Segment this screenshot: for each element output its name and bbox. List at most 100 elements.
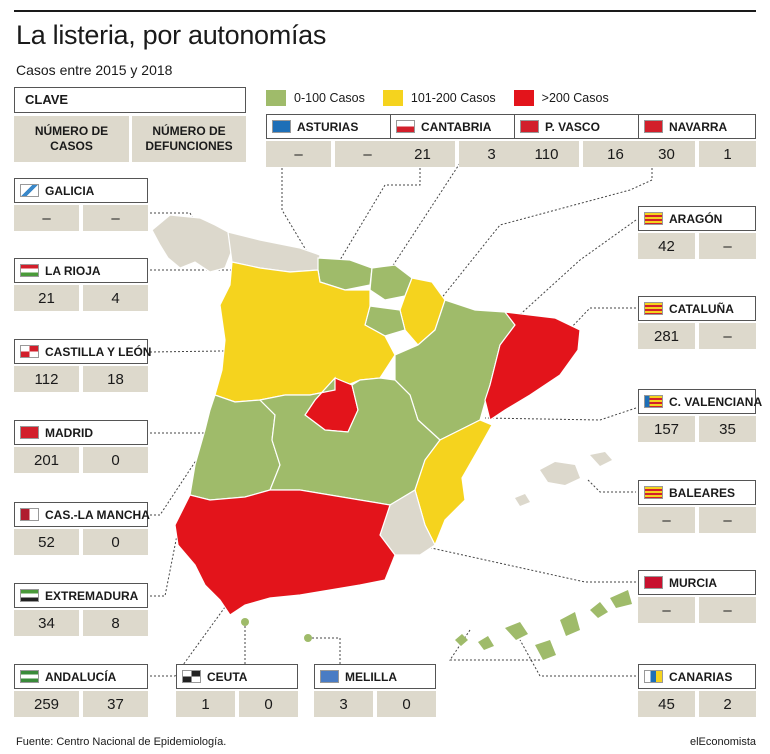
region-header: MELILLA [314, 664, 436, 689]
region-galicia [151, 214, 233, 273]
navarra-flag-icon [644, 120, 663, 133]
legend-label-low: 0-100 Casos [294, 91, 365, 105]
region-deaths: 3 [459, 141, 524, 167]
region-ceuta [241, 618, 249, 626]
region-cases: – [638, 597, 695, 623]
region-deaths: – [699, 323, 756, 349]
region-name: CASTILLA Y LEÓN [45, 344, 152, 359]
region-cases: 52 [14, 529, 79, 555]
region-cases: 110 [514, 141, 579, 167]
region-name: EXTREMADURA [45, 588, 139, 603]
region-values: 42– [638, 233, 756, 259]
region-cases: 1 [176, 691, 235, 717]
region-cases: 34 [14, 610, 79, 636]
region-deaths: 2 [699, 691, 756, 717]
region-deaths: 4 [83, 285, 148, 311]
region-header: MADRID [14, 420, 148, 445]
region-header: GALICIA [14, 178, 148, 203]
region-values: 21 4 [14, 285, 148, 311]
canarias-flag-icon [644, 670, 663, 683]
region-deaths: – [699, 597, 756, 623]
region-name: BALEARES [669, 485, 736, 500]
region-header: MURCIA [638, 570, 756, 595]
region-box-castilla-y-leon: CASTILLA Y LEÓN 112 18 [14, 339, 152, 392]
region-header: CATALUÑA [638, 296, 756, 321]
legend-item-mid: 101-200 Casos [382, 90, 496, 106]
region-box-canarias: CANARIAS 45 2 [638, 664, 756, 717]
region-name: C. VALENCIANA [669, 394, 763, 409]
andalucia-flag-icon [20, 670, 39, 683]
region-deaths: 16 [583, 141, 648, 167]
region-cases: 281 [638, 323, 695, 349]
la-rioja-flag-icon [20, 264, 39, 277]
region-cases: – [14, 205, 79, 231]
region-deaths: 8 [83, 610, 148, 636]
region-deaths: – [699, 507, 756, 533]
asturias-flag-icon [272, 120, 291, 133]
region-values: 112 18 [14, 366, 148, 392]
castilla-la-mancha-flag-icon [20, 508, 39, 521]
region-values: 201 0 [14, 447, 148, 473]
region-name: MELILLA [345, 669, 397, 684]
region-box-cataluna: CATALUÑA 281– [638, 296, 756, 349]
region-name: GALICIA [45, 183, 95, 198]
region-name: ARAGÓN [669, 211, 723, 226]
region-box-castilla-la-mancha: CAS.-LA MANCHA 52 0 [14, 502, 150, 555]
region-box-pais-vasco: P. VASCO 110 16 [514, 114, 648, 167]
region-melilla [304, 634, 312, 642]
map-title: La listeria, por autonomías [16, 20, 327, 50]
source-note: Fuente: Centro Nacional de Epidemiología… [16, 736, 227, 748]
region-baleares [515, 452, 612, 506]
key-cases-header: NÚMERO DE CASOS [14, 116, 129, 162]
baleares-flag-icon [644, 486, 663, 499]
region-values: 34 8 [14, 610, 148, 636]
key-deaths-header: NÚMERO DE DEFUNCIONES [132, 116, 246, 162]
region-andalucia [174, 489, 396, 616]
region-name: CEUTA [207, 669, 248, 684]
region-cases: 259 [14, 691, 79, 717]
cantabria-flag-icon [396, 120, 415, 133]
region-cases: 21 [14, 285, 79, 311]
melilla-flag-icon [320, 670, 339, 683]
region-header: CANARIAS [638, 664, 756, 689]
region-values: 52 0 [14, 529, 148, 555]
region-cases: – [638, 507, 695, 533]
region-extremadura [189, 394, 281, 501]
region-header: ANDALUCÍA [14, 664, 148, 689]
region-name: CAS.-LA MANCHA [45, 507, 150, 522]
region-name: NAVARRA [669, 119, 728, 134]
region-values: – – [14, 205, 148, 231]
region-name: ANDALUCÍA [45, 669, 117, 684]
region-deaths: 0 [83, 447, 148, 473]
region-values: 45 2 [638, 691, 756, 717]
region-values: 157 35 [638, 416, 756, 442]
region-header: CANTABRIA [390, 114, 524, 139]
region-deaths: – [699, 233, 756, 259]
region-values: – – [266, 141, 400, 167]
map-subtitle: Casos entre 2015 y 2018 [16, 62, 173, 78]
region-values: 21 3 [390, 141, 524, 167]
murcia-flag-icon [644, 576, 663, 589]
region-cases: 42 [638, 233, 695, 259]
region-box-galicia: GALICIA – – [14, 178, 148, 231]
aragon-flag-icon [644, 212, 663, 225]
region-box-extremadura: EXTREMADURA 34 8 [14, 583, 148, 636]
region-box-navarra: NAVARRA 30 1 [638, 114, 756, 167]
legend-item-low: 0-100 Casos [266, 90, 365, 106]
region-deaths: 1 [699, 141, 756, 167]
region-values: 281– [638, 323, 756, 349]
region-canarias [455, 590, 632, 660]
region-header: BALEARES [638, 480, 756, 505]
region-header: P. VASCO [514, 114, 648, 139]
region-box-baleares: BALEARES – – [638, 480, 756, 533]
region-box-madrid: MADRID 201 0 [14, 420, 148, 473]
region-header: EXTREMADURA [14, 583, 148, 608]
madrid-flag-icon [20, 426, 39, 439]
region-header: ARAGÓN [638, 206, 756, 231]
c-valenciana-flag-icon [644, 395, 663, 408]
region-values: – – [638, 507, 756, 533]
